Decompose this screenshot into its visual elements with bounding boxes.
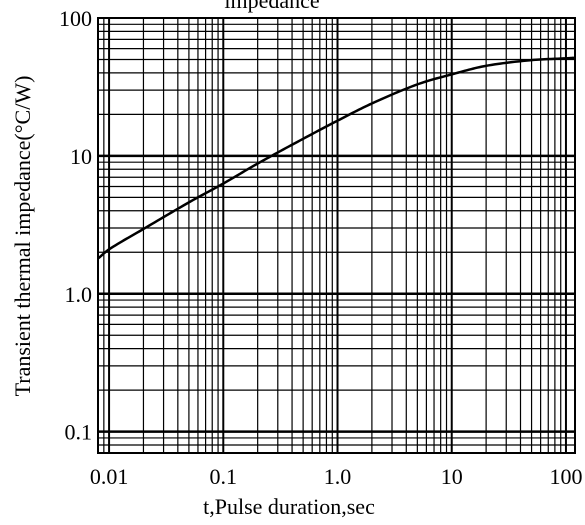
y-tick-labels: 0.1 1.0 10 100 <box>59 6 92 445</box>
y-tick-label: 1.0 <box>65 282 93 307</box>
chart-title: impedance <box>224 0 319 13</box>
x-tick-label: 1.0 <box>324 464 352 489</box>
y-tick-label: 100 <box>59 6 92 31</box>
minor-grid <box>98 18 575 453</box>
x-axis-label: t,Pulse duration,sec <box>203 494 375 519</box>
y-tick-label: 10 <box>70 144 92 169</box>
major-grid <box>98 18 575 453</box>
x-tick-labels: 0.01 0.1 1.0 10 100 <box>90 464 583 489</box>
plot-frame <box>97 17 576 454</box>
x-tick-label: 0.01 <box>90 464 129 489</box>
y-tick-label: 0.1 <box>65 420 93 445</box>
x-tick-label: 100 <box>549 464 582 489</box>
y-axis-label: Transient thermal impedance(°C/W) <box>10 76 35 397</box>
x-tick-label: 10 <box>441 464 463 489</box>
impedance-curve <box>97 56 576 260</box>
x-tick-label: 0.1 <box>210 464 238 489</box>
